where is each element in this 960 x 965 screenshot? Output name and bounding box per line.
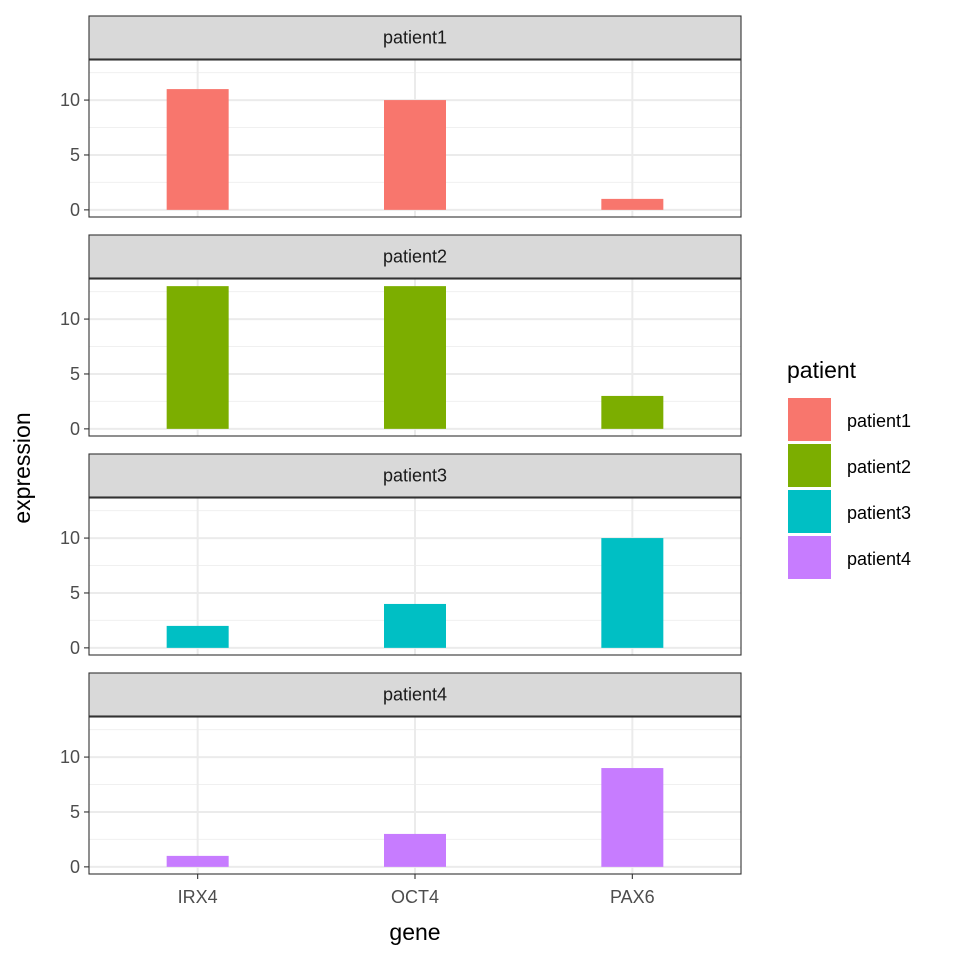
legend-key-patient1 — [788, 398, 831, 441]
panel-border — [88, 278, 742, 437]
y-tick-label: 0 — [70, 638, 80, 658]
legend-label-patient2: patient2 — [847, 457, 911, 477]
bar-patient2-IRX4 — [166, 286, 229, 429]
facet-panel-patient2: patient2 0 5 10 — [60, 234, 742, 439]
bar-patient2-PAX6 — [601, 395, 664, 429]
legend-label-patient1: patient1 — [847, 411, 911, 431]
bar-patient3-OCT4 — [384, 603, 446, 648]
facet-strip — [88, 15, 742, 60]
y-axis-title: expression — [9, 412, 35, 523]
facet-panel-patient1: patient1 0 5 10 — [60, 15, 742, 220]
y-tick-label: 0 — [70, 419, 80, 439]
panel-border — [88, 497, 742, 656]
y-tick-label: 5 — [70, 802, 80, 822]
facet-panel-patient4: patient4 0 5 10 IRX4 OCT4 PAX6 — [60, 672, 742, 907]
bar-patient3-IRX4 — [166, 625, 229, 648]
legend-key-patient3 — [788, 490, 831, 533]
bar-patient3-PAX6 — [601, 538, 664, 648]
y-tick-label: 10 — [60, 309, 80, 329]
bar-patient1-IRX4 — [166, 89, 229, 210]
legend-label-patient4: patient4 — [847, 549, 911, 569]
y-tick-label: 10 — [60, 747, 80, 767]
x-tick-label: IRX4 — [178, 887, 218, 907]
x-tick-label: PAX6 — [610, 887, 655, 907]
x-axis-title: gene — [389, 919, 440, 945]
y-tick-label: 10 — [60, 90, 80, 110]
panel-border — [88, 59, 742, 218]
facet-strip — [88, 453, 742, 498]
bar-patient4-IRX4 — [166, 855, 229, 867]
y-tick-label: 0 — [70, 857, 80, 877]
y-tick-label: 0 — [70, 200, 80, 220]
facet-strip-label: patient4 — [383, 685, 447, 705]
facet-panel-patient3: patient3 0 5 10 — [60, 453, 742, 658]
bar-patient1-OCT4 — [384, 100, 446, 210]
bar-patient2-OCT4 — [384, 286, 446, 429]
x-tick-label: OCT4 — [391, 887, 439, 907]
facet-strip — [88, 672, 742, 717]
legend-key-patient4 — [788, 536, 831, 579]
y-tick-label: 5 — [70, 145, 80, 165]
y-tick-label: 5 — [70, 364, 80, 384]
y-tick-label: 5 — [70, 583, 80, 603]
bar-patient4-PAX6 — [601, 768, 664, 867]
legend-title: patient — [787, 357, 857, 383]
y-tick-label: 10 — [60, 528, 80, 548]
facet-strip-label: patient2 — [383, 247, 447, 267]
bar-patient4-OCT4 — [384, 833, 446, 867]
legend-label-patient3: patient3 — [847, 503, 911, 523]
facet-strip-label: patient1 — [383, 28, 447, 48]
facet-strip-label: patient3 — [383, 466, 447, 486]
facet-strip — [88, 234, 742, 279]
bar-patient1-PAX6 — [601, 198, 664, 210]
legend-key-patient2 — [788, 444, 831, 487]
